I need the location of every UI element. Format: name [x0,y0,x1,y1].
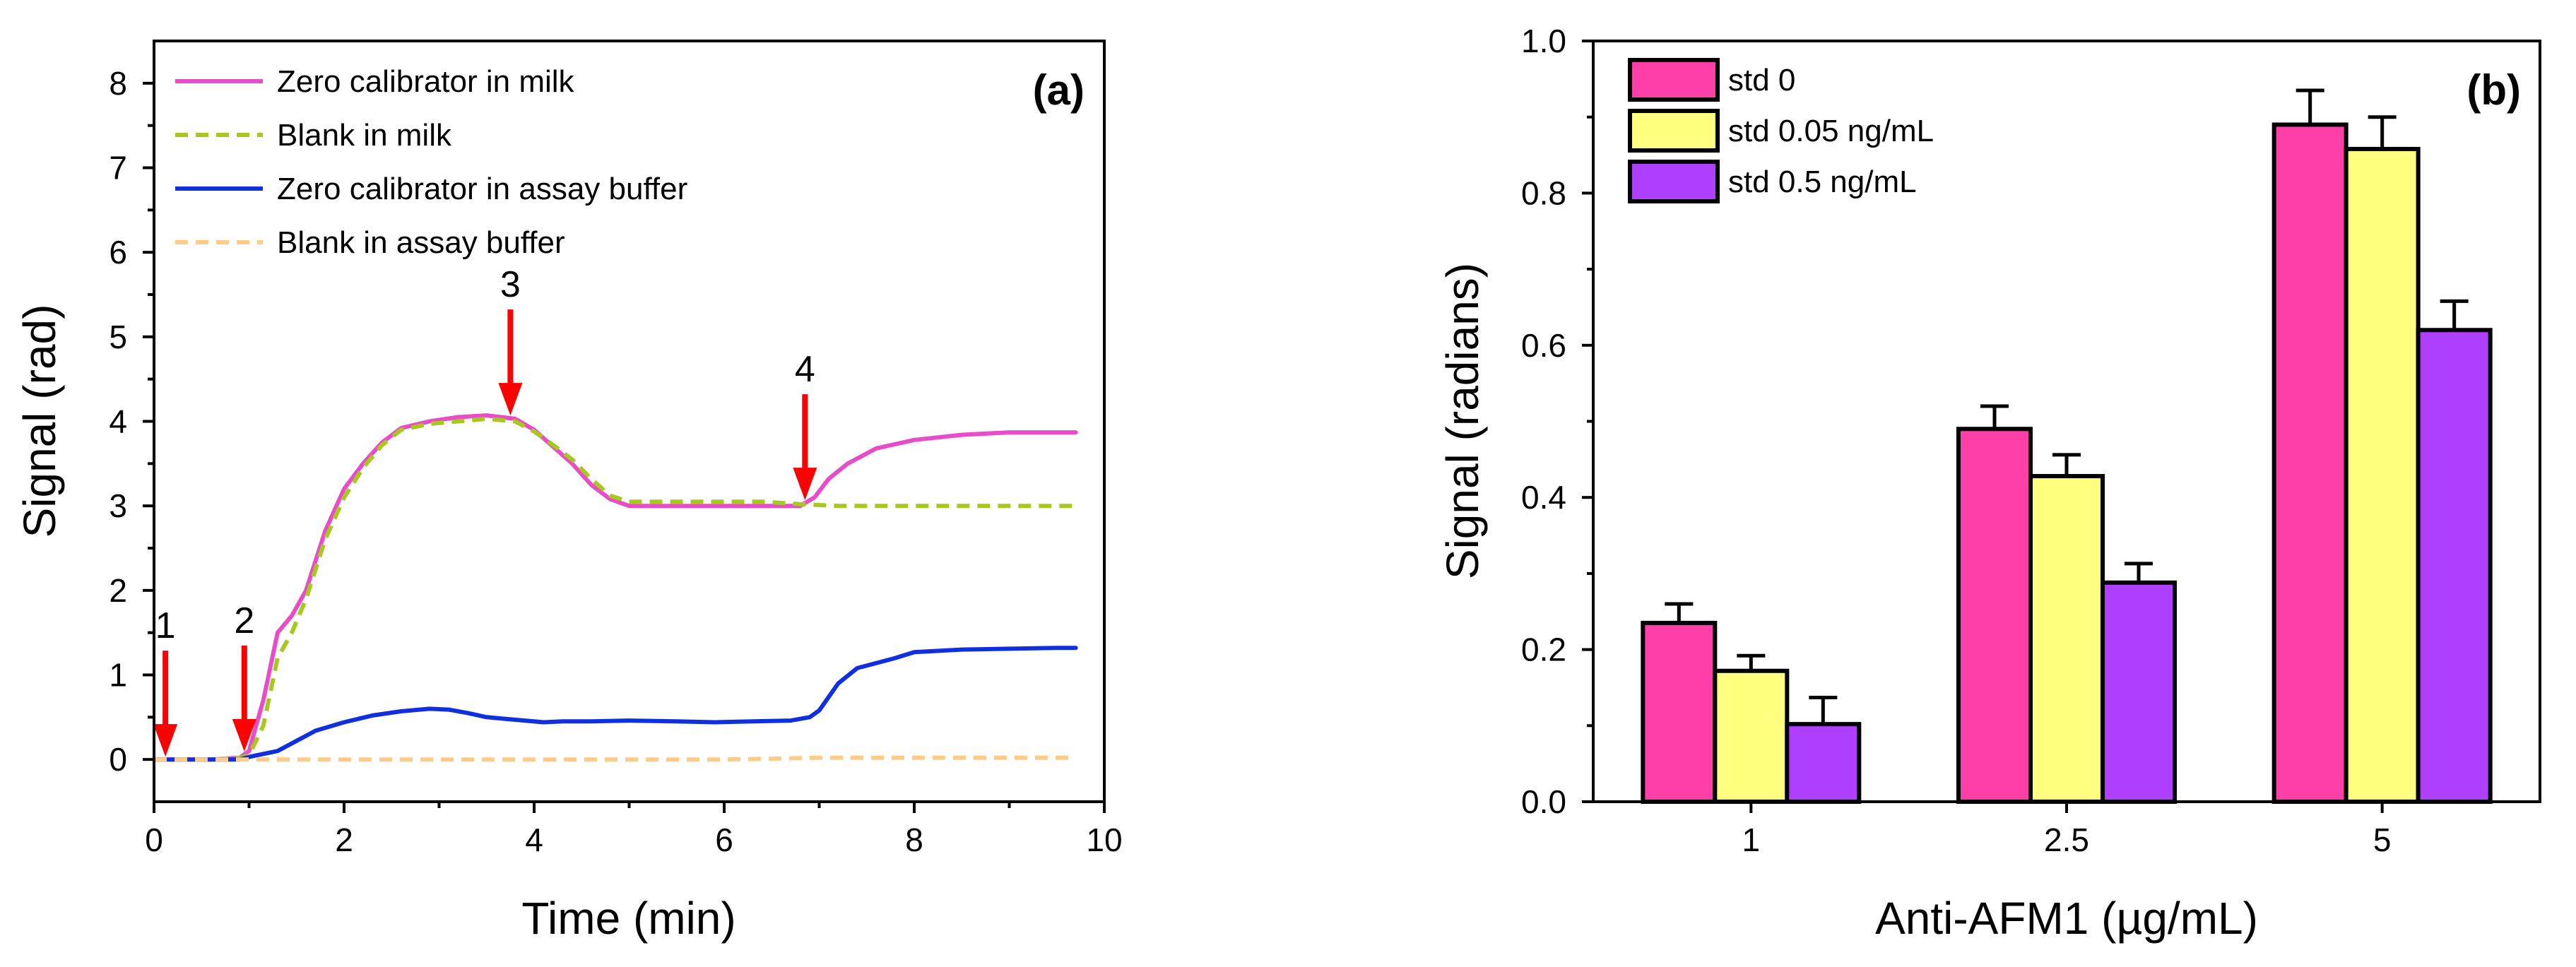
panel-a-plot-frame [153,40,1106,803]
panel-a-legend: Zero calibrator in milk Blank in milk Zero… [175,64,687,260]
legend-swatch [1628,58,1720,102]
y-tick-label: 4 [109,403,127,440]
y-tick-label: 0.2 [1521,631,1566,668]
x-tick-label: 6 [715,821,733,858]
y-tick-label: 1 [109,657,127,694]
panel-b-x-ticks: 1 2.5 5 [1742,802,2392,858]
arrow-head [498,383,523,416]
legend-label: Zero calibrator in assay buffer [277,172,687,206]
panel-b-y-ticks: 0.0 0.2 0.4 0.6 0.8 1.0 [1521,23,1593,820]
arrow-head [232,718,256,752]
y-tick-label: 0.4 [1521,479,1566,516]
y-tick-label: 0 [109,741,127,778]
series-line-2 [152,646,1078,762]
panel-a-x-ticks: 0 2 4 6 8 10 [145,802,1123,858]
legend-label: std 0 [1728,63,1795,97]
panel-a-y-axis-title: Signal (rad) [14,304,65,538]
panel-a-arrows-layer: 1 2 3 4 [153,264,817,757]
arrow-label: 4 [795,349,815,390]
panel-b-y-axis-title: Signal (radians) [1437,263,1488,579]
legend-swatch [1628,160,1720,203]
y-tick-label: 2 [109,572,127,609]
y-tick-label: 3 [109,487,127,524]
legend-swatch [1628,109,1720,153]
y-tick-label: 0.8 [1521,174,1566,211]
legend-label: Zero calibrator in milk [277,64,575,99]
legend-label: Blank in assay buffer [277,225,565,260]
bar [1785,722,1862,804]
bar [2101,580,2177,804]
panel-a-label: (a) [1033,66,1085,114]
arrow-head [793,468,817,501]
panel-a-y-ticks: 0 1 2 3 4 5 6 7 8 [109,65,154,778]
arrow-label: 1 [155,605,176,646]
y-tick-label: 0.0 [1521,783,1566,820]
arrow-head [153,724,178,757]
series-line-0 [152,413,1078,762]
bar [2344,146,2421,804]
y-tick-label: 6 [109,234,127,271]
legend-label: std 0.5 ng/mL [1728,165,1917,199]
x-tick-label: 8 [905,821,923,858]
panel-b-bars-layer [1641,88,2493,805]
series-line-3 [154,755,1076,762]
bar [2416,328,2493,804]
series-line-1 [154,416,1076,762]
legend-label: Blank in milk [277,118,452,153]
bar [2028,474,2105,804]
bar [2271,122,2348,805]
x-tick-label: 2 [335,821,353,858]
panel-b-label: (b) [2466,66,2521,114]
panel-b-x-axis-title: Anti-AFM1 (µg/mL) [1875,893,2258,944]
x-tick-label: 0 [145,821,163,858]
arrow-label: 3 [500,264,521,305]
y-tick-label: 8 [109,65,127,102]
arrow-label: 2 [234,600,254,641]
x-tick-label: 10 [1086,821,1122,858]
bar [1641,620,1718,805]
panel-a-series-layer [152,413,1078,762]
bar [1713,668,1790,804]
y-tick-label: 5 [109,319,127,355]
x-tick-label: 2.5 [2044,821,2089,858]
y-tick-label: 7 [109,150,127,186]
y-tick-label: 0.6 [1521,327,1566,364]
y-tick-label: 1.0 [1521,23,1566,59]
x-tick-label: 1 [1742,821,1761,858]
panel-b-legend: std 0 std 0.05 ng/mL std 0.5 ng/mL [1628,58,1934,203]
panel-a-x-axis-title: Time (min) [521,893,735,944]
x-tick-label: 5 [2373,821,2392,858]
x-tick-label: 4 [525,821,543,858]
bar [1956,427,2033,804]
legend-label: std 0.05 ng/mL [1728,114,1934,148]
